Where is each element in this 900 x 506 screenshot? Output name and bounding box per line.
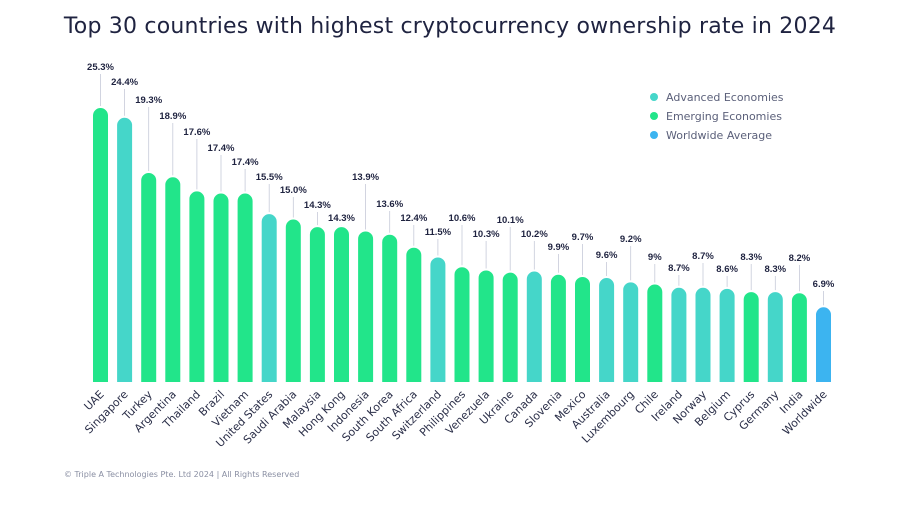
bar [165,177,181,382]
bar [430,257,446,382]
bar [550,274,566,382]
value-label: 14.3% [304,200,331,211]
legend-item-emerging: Emerging Economies [650,107,784,125]
bar [382,234,398,382]
value-label: 17.4% [208,143,235,154]
value-label: 9.7% [572,232,594,243]
value-label: 13.9% [352,172,379,183]
value-label: 15.0% [280,185,307,196]
value-label: 14.3% [328,213,355,224]
value-label: 8.3% [764,264,786,275]
value-label: 12.4% [400,213,427,224]
bar [141,172,157,382]
bar [117,117,133,382]
bar [502,272,518,382]
bar [599,278,615,382]
legend-swatch-worldwide [650,131,658,139]
legend-item-advanced: Advanced Economies [650,88,784,106]
value-label: 17.6% [183,127,210,138]
legend-swatch-advanced [650,93,658,101]
value-label: 10.1% [497,215,524,226]
bar [743,292,759,382]
value-label: 10.6% [449,213,476,224]
bar [526,271,542,382]
value-labels: 25.3% 24.4% 19.3% 18.9% 17.6% 17.4% 17.4% 15.5%… [87,62,835,290]
legend-item-worldwide: Worldwide Average [650,126,784,144]
value-label: 17.4% [232,157,259,168]
value-label: 13.6% [376,199,403,210]
value-label: 10.3% [473,229,500,240]
legend-swatch-emerging [650,112,658,120]
copyright-footer: © Triple A Technologies Pte. Ltd 2024 | … [64,470,300,479]
value-label: 6.9% [813,279,835,290]
bar [767,292,783,382]
bars [93,108,831,383]
bar [334,227,349,382]
bar [647,284,663,382]
legend-label-worldwide: Worldwide Average [666,128,772,142]
value-label: 8.6% [716,264,738,275]
value-label: 8.3% [740,252,762,263]
bar [189,191,205,382]
value-label: 24.4% [111,77,138,88]
legend-label-emerging: Emerging Economies [666,109,782,123]
value-label: 9.6% [596,250,618,261]
value-label: 15.5% [256,172,283,183]
bar [309,227,325,382]
bar [285,219,301,382]
value-label: 8.7% [692,251,714,262]
bar [237,193,253,382]
legend: Advanced Economies Emerging Economies Wo… [650,88,784,145]
value-label: 9.2% [620,234,642,245]
bar [213,193,229,382]
bar [358,231,374,382]
value-label: 25.3% [87,62,114,73]
value-label: 19.3% [135,95,162,106]
bar [791,293,807,382]
bar [816,307,831,382]
chart-title: Top 30 countries with highest cryptocurr… [63,14,837,39]
value-label: 9.9% [548,242,570,253]
bar [454,267,470,382]
value-label: 11.5% [425,227,452,238]
bar [671,287,687,382]
bar [719,288,735,382]
bar [623,282,639,382]
bar [261,214,277,382]
bar [575,276,590,382]
bar [478,270,494,382]
bar [93,108,108,383]
bar [695,287,711,382]
value-label: 18.9% [159,111,186,122]
value-label: 8.7% [668,263,690,274]
value-label: 8.2% [789,253,811,264]
legend-label-advanced: Advanced Economies [666,90,784,104]
x-tick-labels: UAESingaporeTurkeyArgentinaThailandBrazi… [81,388,829,450]
bar [406,247,422,382]
value-guide-lines [100,74,824,306]
value-label: 9% [648,252,662,263]
value-label: 10.2% [521,229,548,240]
